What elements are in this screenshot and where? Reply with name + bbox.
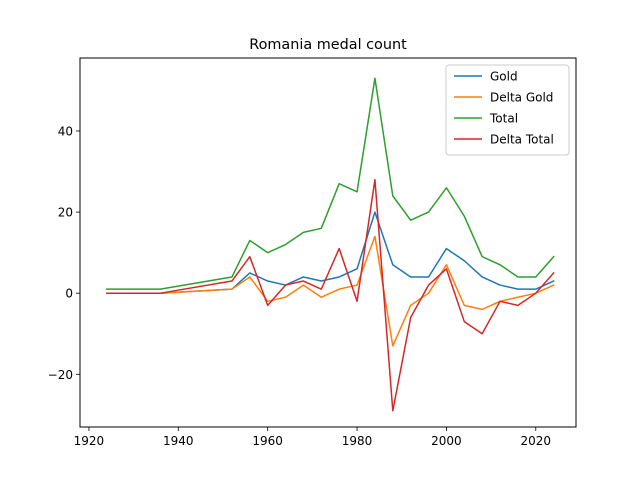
x-tick-label: 2020 [521, 434, 552, 448]
x-tick-label: 1980 [342, 434, 373, 448]
legend-label-gold: Gold [490, 70, 518, 84]
series-layer [106, 77, 555, 412]
series-line-delta-gold [106, 235, 555, 347]
series-line-total [106, 77, 555, 290]
legend-box [445, 64, 570, 156]
x-tick-label: 1920 [74, 434, 105, 448]
y-tick-label: 40 [58, 124, 73, 138]
legend-label-delta-total: Delta Total [490, 133, 554, 147]
legend: Gold Delta Gold Total Delta Total [445, 64, 570, 156]
axes-frame [79, 57, 577, 428]
series-line-delta-total [106, 178, 555, 412]
legend-label-total: Total [489, 112, 518, 126]
x-tick-label: 2000 [431, 434, 462, 448]
chart-title: Romania medal count [249, 37, 407, 53]
y-tick-label: −20 [48, 368, 73, 382]
y-axis: −20 0 20 40 [48, 124, 80, 382]
x-tick-label: 1940 [163, 434, 194, 448]
y-tick-label: 0 [65, 287, 73, 301]
x-tick-label: 1960 [252, 434, 283, 448]
y-tick-label: 20 [58, 206, 73, 220]
legend-label-delta-gold: Delta Gold [490, 91, 553, 105]
x-axis: 1920 1940 1960 1980 2000 2020 [74, 427, 551, 448]
series-line-gold [106, 211, 555, 294]
